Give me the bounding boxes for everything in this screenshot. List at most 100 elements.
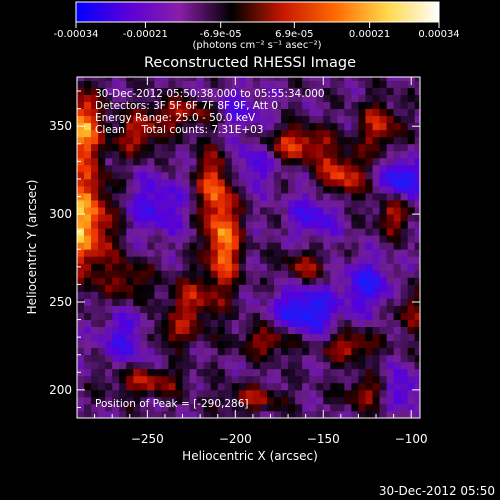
heatmap-cell [330, 326, 338, 335]
heatmap-cell [344, 185, 352, 194]
heatmap-cell [84, 171, 92, 180]
heatmap-cell [168, 291, 176, 299]
heatmap-cell [126, 143, 134, 152]
heatmap-cell [231, 228, 240, 236]
heatmap-cell [98, 200, 106, 208]
heatmap-cell [175, 368, 183, 377]
footer-date: 30-Dec-2012 05:50 [379, 484, 495, 498]
heatmap-cell [330, 277, 338, 285]
heatmap-cell [140, 368, 148, 377]
heatmap-cell [323, 382, 331, 391]
heatmap-cell [288, 171, 296, 180]
heatmap-cell [84, 157, 92, 166]
heatmap-cell [259, 368, 268, 377]
heatmap-cell [407, 319, 416, 327]
heatmap-cell [126, 108, 134, 117]
heatmap-cell [112, 312, 120, 320]
heatmap-cell [196, 129, 205, 138]
heatmap-cell [168, 185, 176, 194]
heatmap-cell [288, 129, 296, 138]
heatmap-cell [105, 396, 113, 405]
heatmap-cell [217, 277, 226, 285]
heatmap-cell [414, 319, 420, 327]
heatmap-cell [400, 193, 409, 201]
heatmap-cell [344, 368, 352, 377]
heatmap-cell [372, 305, 380, 313]
heatmap-cell [77, 136, 85, 145]
heatmap-cell [245, 368, 254, 377]
heatmap-cell [224, 326, 233, 335]
heatmap-cell [161, 178, 169, 187]
heatmap-cell [168, 361, 176, 370]
heatmap-cell [147, 403, 155, 412]
heatmap-cell [316, 178, 324, 187]
heatmap-cell [105, 277, 113, 285]
heatmap-cell [309, 305, 317, 313]
heatmap-cell [407, 157, 416, 166]
heatmap-cell [386, 235, 395, 243]
heatmap-cell [161, 291, 169, 299]
heatmap-cell [154, 129, 162, 138]
heatmap-cell [330, 340, 338, 349]
heatmap-cell [182, 101, 190, 110]
heatmap-cell [98, 340, 106, 349]
heatmap-cell [302, 115, 310, 124]
heatmap-cell [231, 361, 240, 370]
heatmap-cell [126, 361, 134, 370]
heatmap-cell [238, 249, 247, 257]
heatmap-cell [203, 375, 212, 384]
heatmap-cell [365, 122, 373, 131]
heatmap-cell [288, 115, 296, 124]
heatmap-cell [365, 157, 373, 166]
heatmap-cell [337, 305, 345, 313]
heatmap-cell [316, 389, 324, 398]
heatmap-cell [274, 347, 282, 356]
heatmap-cell [84, 200, 92, 208]
heatmap-cell [77, 77, 85, 81]
heatmap-cell [140, 326, 148, 335]
heatmap-cell [400, 298, 409, 306]
heatmap-cell [358, 382, 366, 391]
heatmap-cell [182, 396, 190, 405]
heatmap-cell [119, 77, 127, 81]
heatmap-cell [210, 396, 219, 405]
heatmap-cell [393, 129, 402, 138]
heatmap-cell [323, 340, 331, 349]
heatmap-cell [386, 129, 395, 138]
heatmap-cell [217, 129, 226, 138]
heatmap-cell [126, 164, 134, 173]
heatmap-cell [407, 185, 416, 194]
heatmap-cell [414, 270, 420, 278]
heatmap-cell [351, 171, 359, 180]
heatmap-cell [386, 171, 395, 180]
heatmap-cell [344, 157, 352, 166]
heatmap-cell [245, 235, 254, 243]
heatmap-cell [98, 319, 106, 327]
heatmap-cell [91, 193, 99, 201]
heatmap-cell [217, 389, 226, 398]
heatmap-cell [238, 403, 247, 412]
heatmap-cell [91, 87, 99, 95]
heatmap-cell [91, 242, 99, 250]
heatmap-cell [119, 277, 127, 285]
heatmap-cell [281, 354, 289, 363]
heatmap-cell [365, 242, 373, 250]
heatmap-cell [344, 122, 352, 131]
heatmap-cell [337, 228, 345, 236]
heatmap-cell [351, 150, 359, 159]
heatmap-cell [386, 242, 395, 250]
heatmap-cell [358, 375, 366, 384]
heatmap-cell [259, 94, 268, 103]
heatmap-cell [175, 77, 183, 81]
heatmap-cell [189, 228, 198, 236]
heatmap-cell [133, 347, 141, 356]
heatmap-cell [407, 94, 416, 103]
heatmap-cell [351, 354, 359, 363]
heatmap-cell [274, 87, 282, 95]
heatmap-cell [133, 242, 141, 250]
heatmap-cell [274, 207, 282, 215]
heatmap-cell [372, 382, 380, 391]
heatmap-cell [330, 312, 338, 320]
heatmap-cell [189, 200, 198, 208]
heatmap-cell [344, 382, 352, 391]
